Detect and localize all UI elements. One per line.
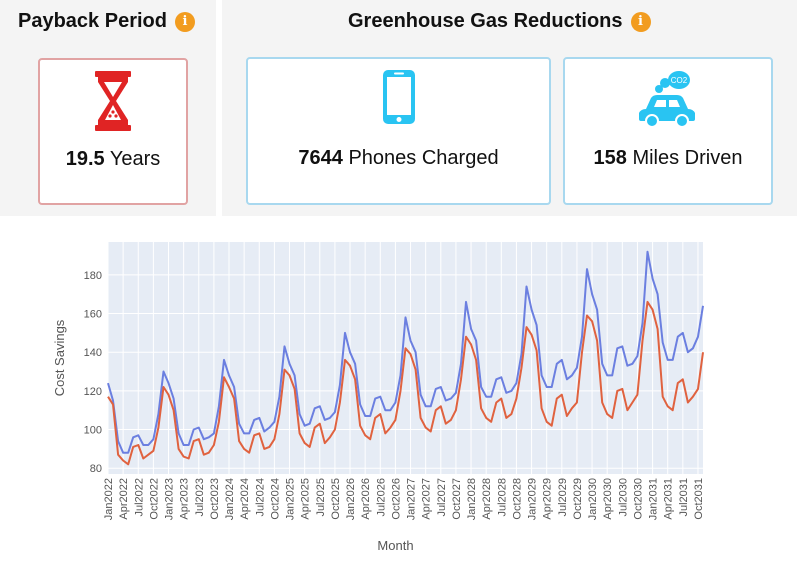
- x-tick-label: Apr2027: [421, 478, 433, 520]
- x-tick-label: Jan2029: [527, 478, 539, 520]
- y-tick-label: 80: [90, 463, 102, 475]
- miles-value: 158: [593, 147, 627, 169]
- x-tick-label: Jul2022: [133, 478, 145, 517]
- x-tick-label: Apr2029: [542, 478, 554, 520]
- phones-unit: Phones Charged: [348, 147, 499, 169]
- x-tick-label: Apr2024: [239, 478, 251, 520]
- y-axis-title: Cost Savings: [52, 319, 67, 396]
- x-tick-label: Jul2024: [254, 478, 266, 517]
- x-tick-label: Jan2030: [587, 478, 599, 520]
- x-tick-label: Apr2028: [481, 478, 493, 520]
- miles-unit: Miles Driven: [632, 147, 743, 169]
- x-tick-label: Jul2026: [375, 478, 387, 517]
- miles-metric: 158 Miles Driven: [565, 147, 771, 170]
- y-axis-ticks: 80 100 120 140 160 180: [84, 270, 102, 475]
- ghg-title: Greenhouse Gas Reductions: [348, 10, 623, 32]
- x-tick-label: Apr2025: [300, 478, 312, 520]
- y-tick-label: 160: [84, 309, 102, 321]
- series-line-1[interactable]: [107, 250, 704, 454]
- x-tick-label: Apr2031: [663, 478, 675, 520]
- x-tick-label: Jan2023: [164, 478, 176, 520]
- x-tick-label: Apr2026: [360, 478, 372, 520]
- x-tick-label: Oct2025: [330, 478, 342, 520]
- x-tick-label: Apr2023: [179, 478, 191, 520]
- x-tick-label: Jan2026: [345, 478, 357, 520]
- x-tick-label: Jan2028: [466, 478, 478, 520]
- y-tick-label: 140: [84, 347, 102, 359]
- series-lines: [107, 250, 704, 466]
- x-tick-label: Jul2028: [496, 478, 508, 517]
- x-tick-label: Jul2030: [617, 478, 629, 517]
- x-axis-ticks: Jan2022 Apr2022 Jul2022 Oct2022 Jan2023 Apr20…: [103, 478, 705, 520]
- x-tick-label: Oct2023: [209, 478, 221, 520]
- x-tick-label: Jan2031: [648, 478, 660, 520]
- series-line-2[interactable]: [107, 300, 704, 466]
- co2-label: CO2: [671, 76, 688, 85]
- x-tick-label: Jan2024: [224, 478, 236, 520]
- x-axis-title: Month: [377, 538, 413, 553]
- phones-metric: 7644 Phones Charged: [248, 147, 549, 170]
- x-tick-label: Jul2029: [557, 478, 569, 517]
- x-tick-label: Oct2024: [269, 478, 281, 520]
- x-tick-label: Jul2027: [436, 478, 448, 517]
- x-tick-label: Jan2025: [285, 478, 297, 520]
- x-tick-label: Oct2026: [390, 478, 402, 520]
- x-tick-label: Apr2022: [118, 478, 130, 520]
- y-tick-label: 180: [84, 270, 102, 282]
- x-tick-label: Oct2028: [511, 478, 523, 520]
- y-tick-label: 120: [84, 386, 102, 398]
- x-tick-label: Oct2022: [148, 478, 160, 520]
- x-tick-label: Jul2025: [315, 478, 327, 517]
- x-tick-label: Oct2031: [693, 478, 705, 520]
- payback-title: Payback Period: [18, 10, 167, 32]
- info-icon[interactable]: i: [174, 11, 195, 32]
- x-tick-label: Jul2023: [194, 478, 206, 517]
- payback-panel: Payback Period i 19.5 Years: [0, 0, 216, 216]
- miles-card: CO2 158 Miles Driven: [563, 57, 773, 205]
- x-tick-label: Jul2031: [678, 478, 690, 517]
- phones-value: 7644: [298, 147, 343, 169]
- hourglass-icon: [95, 71, 131, 131]
- info-icon[interactable]: i: [630, 11, 651, 32]
- x-tick-label: Oct2030: [632, 478, 644, 520]
- plot-area: [108, 242, 703, 474]
- payback-header: Payback Period i: [18, 10, 195, 33]
- phones-card: 7644 Phones Charged: [246, 57, 551, 205]
- y-tick-label: 100: [84, 425, 102, 437]
- ghg-header: Greenhouse Gas Reductions i: [348, 10, 651, 33]
- phone-icon: [382, 70, 415, 124]
- payback-card: 19.5 Years: [38, 58, 188, 205]
- payback-value: 19.5: [65, 148, 105, 170]
- car-co2-icon: CO2: [639, 71, 695, 128]
- payback-unit: Years: [109, 148, 161, 170]
- payback-metric: 19.5 Years: [40, 148, 186, 171]
- x-tick-label: Oct2027: [451, 478, 463, 520]
- x-tick-label: Jan2022: [103, 478, 115, 520]
- ghg-panel: Greenhouse Gas Reductions i 7644 Phones …: [222, 0, 797, 216]
- grid-lines: [107, 242, 703, 474]
- x-tick-label: Apr2030: [602, 478, 614, 520]
- x-tick-label: Oct2029: [572, 478, 584, 520]
- x-tick-label: Jan2027: [406, 478, 418, 520]
